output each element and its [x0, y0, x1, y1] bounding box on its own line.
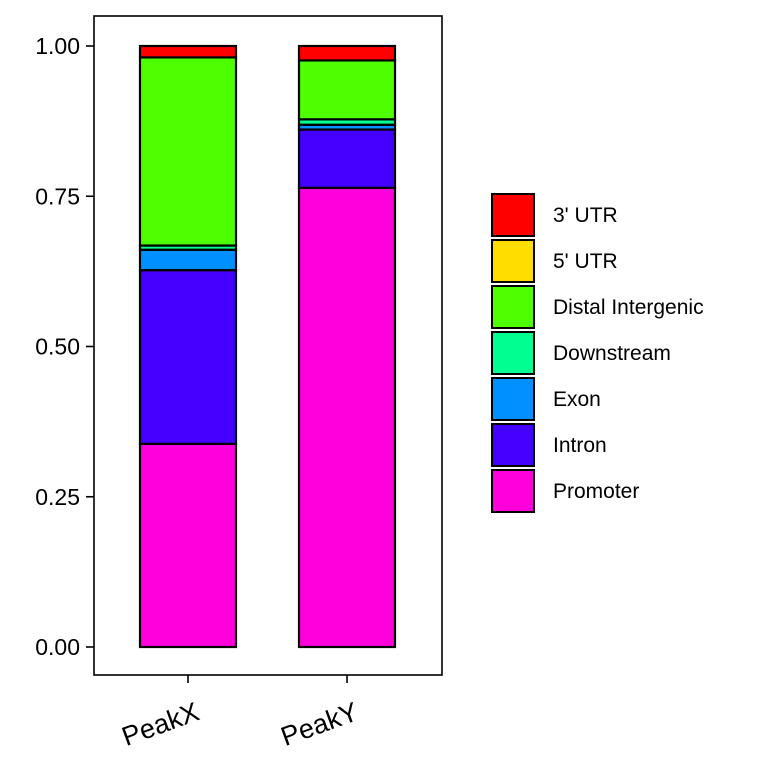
legend-key-exon: [491, 377, 535, 421]
legend-key-3-utr: [491, 193, 535, 237]
legend-key-downstream: [491, 331, 535, 375]
bar-segment-peakx-intron: [138, 269, 238, 445]
bar-segment-peaky-distal-intergenic: [297, 59, 397, 121]
y-tick-label: 0.25: [35, 484, 80, 510]
y-tick-label: 1.00: [35, 33, 80, 59]
legend-key-5-utr: [491, 239, 535, 283]
legend-label-3-utr: 3' UTR: [553, 204, 618, 227]
bar-segment-peakx-distal-intergenic: [138, 56, 238, 247]
legend-label-promoter: Promoter: [553, 480, 639, 503]
bar-segment-peaky-3-utr: [297, 44, 397, 62]
y-tick-label: 0.75: [35, 183, 80, 209]
legend-label-5-utr: 5' UTR: [553, 250, 618, 273]
legend-label-distal-intergenic: Distal Intergenic: [553, 296, 704, 319]
bar-segment-peaky-promoter: [297, 186, 397, 649]
bar-segment-peakx-promoter: [138, 442, 238, 649]
bar-segment-peakx-exon: [138, 248, 238, 272]
y-axis: 0.00 0.25 0.50 0.75 1.00: [35, 33, 94, 660]
legend-label-exon: Exon: [553, 388, 601, 411]
legend-label-downstream: Downstream: [553, 342, 671, 365]
legend-key-promoter: [491, 469, 535, 513]
legend: 3' UTR 5' UTR Distal Intergenic Downstream E…: [491, 193, 704, 513]
legend-key-intron: [491, 423, 535, 467]
x-tick-label-peaky: PeakY: [277, 696, 362, 751]
x-axis: PeakX PeakY: [118, 675, 362, 752]
x-tick-label-peakx: PeakX: [118, 696, 203, 751]
y-tick-label: 0.50: [35, 334, 80, 360]
bar-segment-peaky-intron: [297, 128, 397, 189]
legend-key-distal-intergenic: [491, 285, 535, 329]
bars-group: [138, 44, 397, 649]
bar-segment-peakx-3-utr: [138, 44, 238, 59]
y-tick-label: 0.00: [35, 634, 80, 660]
legend-label-intron: Intron: [553, 434, 607, 457]
